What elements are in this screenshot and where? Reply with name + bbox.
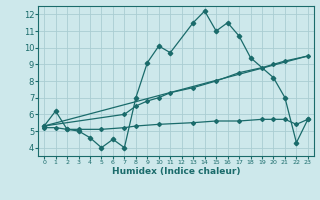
X-axis label: Humidex (Indice chaleur): Humidex (Indice chaleur) bbox=[112, 167, 240, 176]
